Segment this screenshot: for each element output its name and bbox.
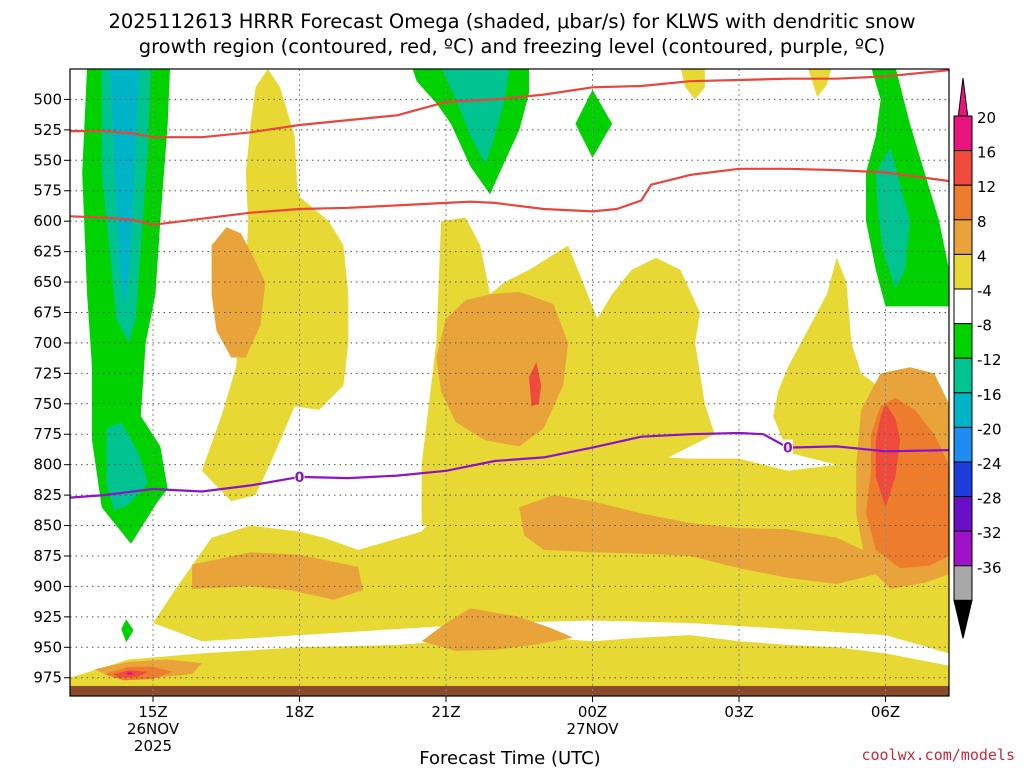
colorbar-label: -4 [977, 282, 992, 300]
y-tick-label: 875 [33, 547, 62, 565]
y-tick-label: 950 [33, 638, 62, 656]
x-axis-label: Forecast Time (UTC) [419, 748, 600, 768]
colorbar-label: 12 [977, 178, 996, 196]
colorbar-label: -24 [977, 455, 1002, 473]
y-tick-label: 750 [33, 395, 62, 413]
x-tick-label: 06Z [871, 703, 900, 721]
y-tick-label: 675 [33, 303, 62, 321]
y-tick-label: 975 [33, 669, 62, 687]
colorbar-label: 20 [977, 109, 996, 127]
contour-lines-layer: 00 [70, 69, 949, 499]
plot-frame [69, 68, 950, 697]
colorbar-label: -28 [977, 490, 1002, 508]
y-tick-label: 550 [33, 151, 62, 169]
omega-region-22 [110, 69, 140, 307]
omega-region-11 [421, 608, 573, 651]
colorbar-band [953, 530, 973, 567]
colorbar-band [953, 253, 973, 290]
x-tick-date: 27NOV [566, 720, 619, 738]
y-tick-label: 575 [33, 182, 62, 200]
grid-layer [70, 69, 949, 696]
omega-region-0 [70, 635, 949, 694]
y-tick-label: 850 [33, 517, 62, 535]
y-tick-label: 925 [33, 608, 62, 626]
colorbar-band [953, 565, 973, 601]
omega-region-19 [126, 671, 134, 676]
colorbar-band [953, 323, 973, 359]
y-tick-label: 800 [33, 456, 62, 474]
omega-region-23 [106, 422, 149, 511]
omega-region-2 [201, 69, 349, 502]
colorbar-band [953, 150, 973, 186]
colorbar-band [953, 115, 973, 152]
x-tick-label: 15Z [138, 703, 167, 721]
omega-region-29 [875, 148, 910, 289]
colorbar-label: -32 [977, 524, 1002, 542]
colorbar-band [953, 461, 973, 498]
site-credit: coolwx.com/models [861, 746, 1015, 764]
freezing-label-bg [782, 439, 793, 456]
y-tick-label: 700 [33, 334, 62, 352]
omega-region-27 [575, 89, 613, 158]
y-tick-label: 525 [33, 121, 62, 139]
colorbar-band [953, 357, 973, 394]
x-tick-label: 21Z [431, 703, 460, 721]
colorbar-label: 8 [977, 213, 987, 231]
colorbar-band [953, 219, 973, 255]
freezing-level-label: 0 [295, 470, 305, 486]
x-tick-year: 2025 [134, 737, 172, 755]
colorbar-label: -12 [977, 351, 1002, 369]
omega-region-7 [192, 552, 363, 600]
chart-title-line-1: 2025112613 HRRR Forecast Omega (shaded, … [108, 10, 915, 33]
y-tick-label: 650 [33, 273, 62, 291]
colorbar-label: -36 [977, 559, 1002, 577]
y-tick-label: 825 [33, 486, 62, 504]
dgz-contour-1 [70, 167, 949, 226]
x-tick-label: 18Z [285, 703, 314, 721]
omega-region-6 [808, 69, 832, 97]
omega-shading-layer [70, 69, 949, 694]
colorbar-band [953, 288, 973, 325]
y-tick-label: 900 [33, 577, 62, 595]
omega-region-24 [121, 619, 134, 643]
omega-region-5 [680, 69, 705, 100]
omega-region-9 [436, 291, 569, 447]
y-axis: 500 525 550 575 600 625 650 675 700 725 750 775 800 8… [33, 90, 70, 687]
y-tick-label: 775 [33, 425, 62, 443]
x-tick-date: 26NOV [127, 720, 180, 738]
colorbar-label: 4 [977, 247, 987, 265]
x-tick-label: 03Z [724, 703, 753, 721]
colorbar-band [953, 184, 973, 221]
omega-region-10 [519, 495, 876, 584]
omega-region-16 [875, 403, 901, 508]
dgz-contour-0 [70, 69, 949, 139]
colorbar-label: 16 [977, 144, 996, 162]
colorbar-label: -20 [977, 420, 1002, 438]
y-tick-label: 725 [33, 364, 62, 382]
colorbar-band [953, 426, 973, 463]
omega-region-26 [442, 69, 510, 164]
colorbar-band [953, 496, 973, 532]
colorbar-label: -8 [977, 317, 992, 335]
colorbar-band-bottom [953, 599, 973, 639]
y-tick-label: 600 [33, 212, 62, 230]
omega-region-8 [211, 227, 266, 358]
y-tick-label: 625 [33, 243, 62, 261]
x-tick-label: 00Z [578, 703, 607, 721]
colorbar: 20 16 12 8 4 -4 -8 -12 -16 -20 -24 -28 -32 -36 [953, 77, 1002, 639]
freezing-label-bg [294, 468, 305, 485]
colorbar-band [953, 392, 973, 428]
colorbar-label: -16 [977, 386, 1002, 404]
freezing-level-label: 0 [783, 441, 793, 457]
terrain-strip [70, 686, 949, 696]
chart-title-line-2: growth region (contoured, red, ºC) and f… [139, 35, 886, 58]
y-tick-label: 500 [33, 90, 62, 108]
